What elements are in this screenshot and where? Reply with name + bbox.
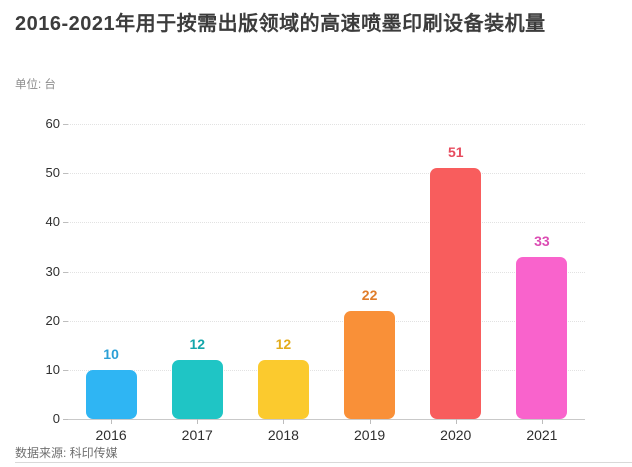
bar-value-label-2016: 10 bbox=[103, 345, 119, 362]
data-source: 数据来源: 科印传媒 bbox=[15, 446, 118, 460]
unit-label: 单位: 台 bbox=[15, 79, 56, 91]
y-tick-20 bbox=[63, 320, 68, 322]
gridline-60 bbox=[68, 124, 585, 125]
y-tick-label-0: 0 bbox=[52, 411, 60, 426]
bar-value-label-2020: 51 bbox=[447, 144, 464, 161]
x-tick-2019 bbox=[369, 419, 371, 424]
gridline-40 bbox=[68, 222, 585, 224]
bar-value-label-2019: 22 bbox=[361, 286, 378, 303]
y-tick-label-30: 30 bbox=[45, 263, 60, 279]
bar-value-label-2021: 33 bbox=[534, 232, 550, 249]
plot-area: 10 12 12 22 51 33 bbox=[68, 124, 585, 419]
bar-2016 bbox=[85, 369, 137, 419]
y-tick-50 bbox=[63, 173, 68, 175]
x-tick-2021 bbox=[541, 419, 543, 424]
y-tick-0 bbox=[63, 419, 68, 420]
x-tick-label-2021: 2021 bbox=[526, 427, 558, 443]
gridline-20 bbox=[68, 320, 585, 322]
y-tick-40 bbox=[63, 222, 68, 224]
y-tick-label-10: 10 bbox=[45, 361, 60, 377]
chart-title: 2016-2021年用于按需出版领域的高速喷墨印刷设备装机量 bbox=[15, 13, 546, 35]
bar-2017 bbox=[171, 360, 223, 419]
y-tick-10 bbox=[63, 369, 68, 371]
gridline-30 bbox=[68, 271, 585, 273]
x-axis-line bbox=[66, 419, 585, 420]
y-tick-label-20: 20 bbox=[45, 312, 60, 328]
y-tick-label-40: 40 bbox=[45, 214, 60, 230]
y-tick-60 bbox=[63, 124, 68, 125]
y-tick-30 bbox=[63, 271, 68, 273]
gridline-50 bbox=[68, 173, 585, 175]
bar-2020 bbox=[430, 168, 482, 419]
x-tick-2016 bbox=[111, 419, 113, 424]
x-tick-label-2017: 2017 bbox=[181, 427, 213, 443]
x-tick-2017 bbox=[197, 419, 199, 424]
x-tick-label-2016: 2016 bbox=[95, 427, 127, 443]
x-tick-label-2020: 2020 bbox=[440, 427, 472, 443]
y-tick-label-50: 50 bbox=[45, 165, 60, 181]
bar-value-label-2018: 12 bbox=[275, 336, 292, 352]
x-tick-label-2019: 2019 bbox=[354, 427, 386, 443]
y-tick-label-60: 60 bbox=[45, 116, 60, 131]
footer-divider bbox=[15, 462, 632, 463]
bar-2018 bbox=[257, 360, 309, 419]
gridline-10 bbox=[68, 369, 585, 371]
x-tick-2018 bbox=[283, 419, 285, 424]
bar-2021 bbox=[516, 256, 568, 419]
x-tick-2020 bbox=[455, 419, 457, 424]
x-tick-label-2018: 2018 bbox=[267, 427, 299, 443]
bar-2019 bbox=[344, 310, 396, 419]
bar-value-label-2017: 12 bbox=[189, 336, 206, 352]
